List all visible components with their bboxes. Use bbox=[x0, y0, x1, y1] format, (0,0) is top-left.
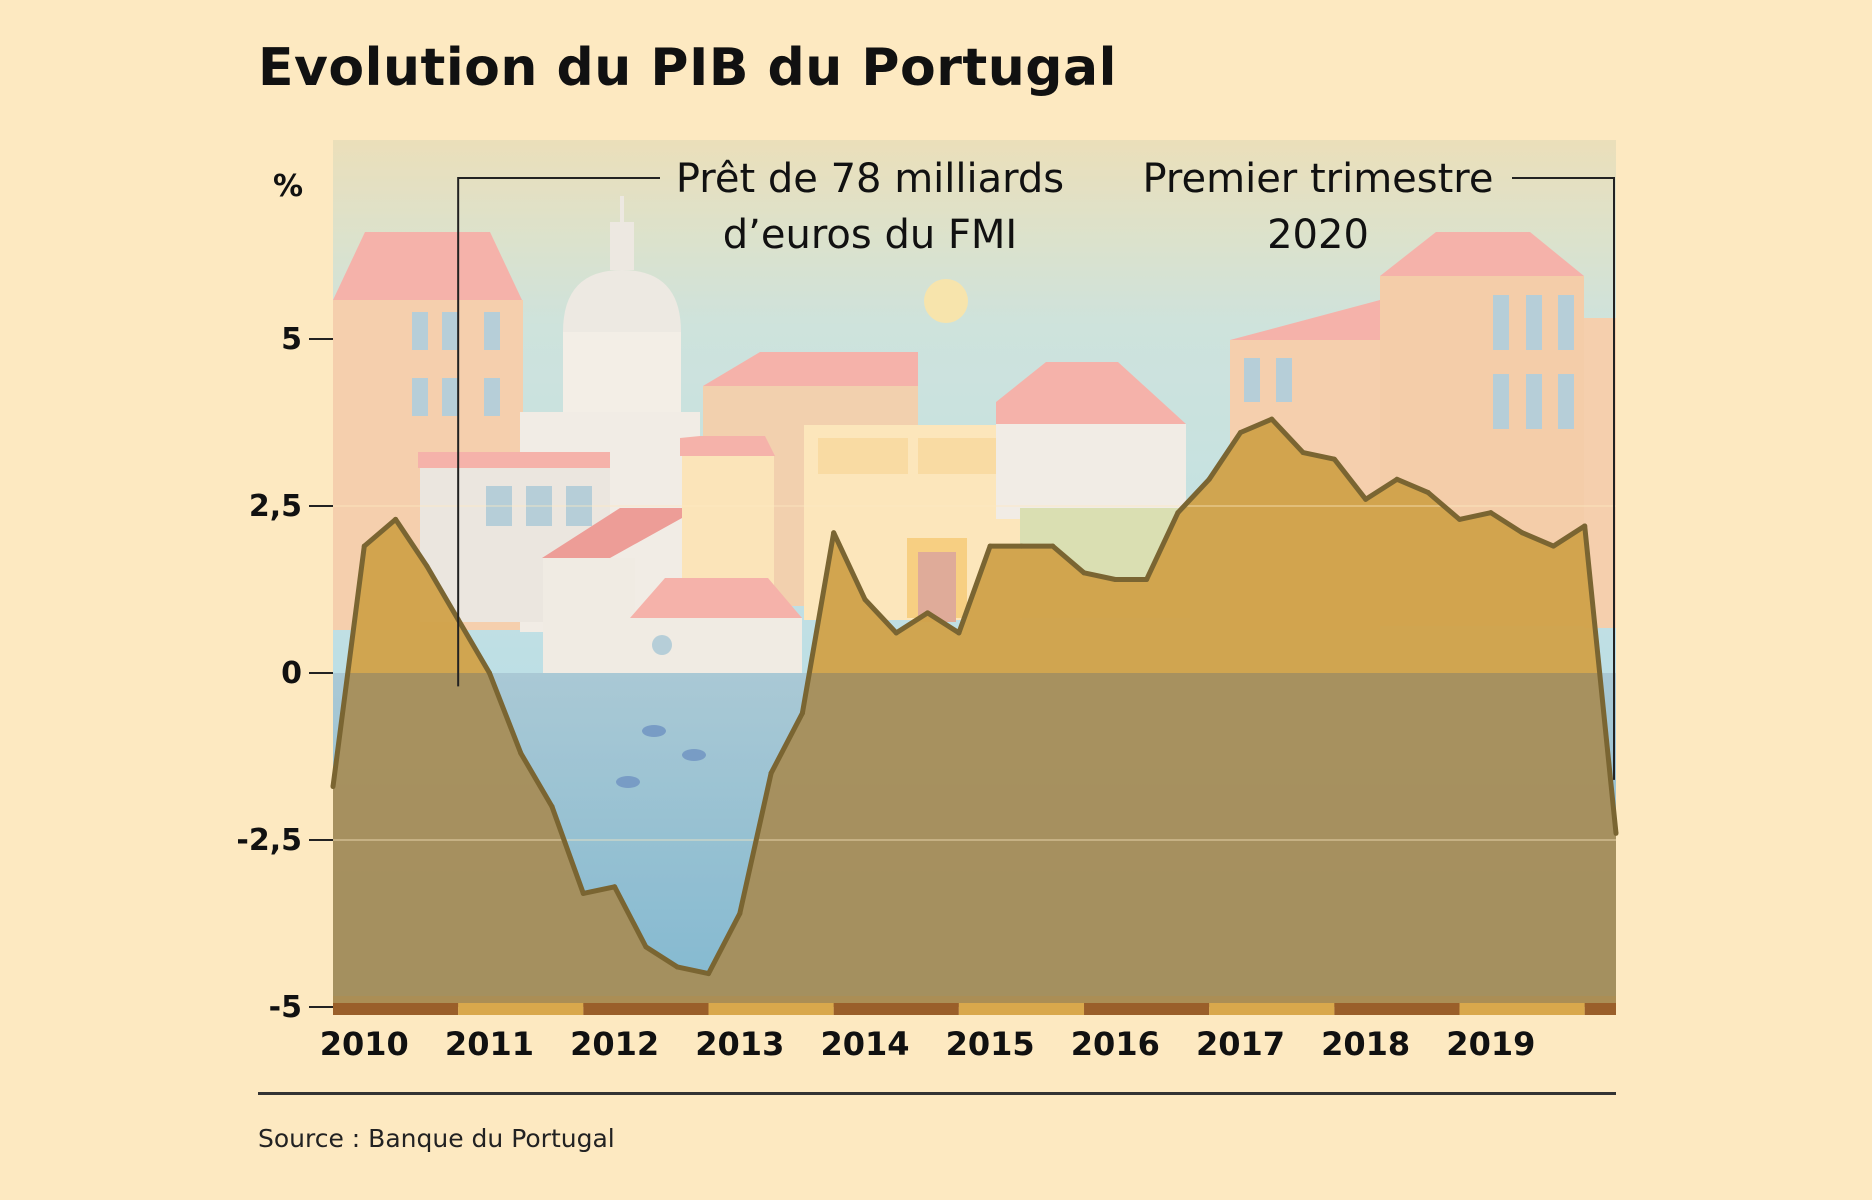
data-point bbox=[1582, 523, 1588, 529]
data-point bbox=[1519, 530, 1525, 536]
data-point bbox=[1331, 456, 1337, 462]
data-point bbox=[1144, 576, 1150, 582]
x-tick-label: 2012 bbox=[570, 1025, 659, 1063]
data-point bbox=[612, 884, 618, 890]
annotations: Prêt de 78 milliards d’euros du FMI Premie… bbox=[457, 156, 1615, 780]
data-point bbox=[706, 971, 712, 977]
data-point bbox=[1237, 430, 1243, 436]
data-point bbox=[330, 784, 336, 790]
chart-title: Evolution du PIB du Portugal bbox=[258, 38, 1117, 98]
y-tick-label: 5 bbox=[281, 322, 302, 357]
data-point bbox=[1394, 476, 1400, 482]
source-note: Source : Banque du Portugal bbox=[258, 1124, 615, 1153]
x-tick-label: 2015 bbox=[946, 1025, 1035, 1063]
x-year-band bbox=[1084, 1003, 1210, 1015]
data-point bbox=[486, 670, 492, 676]
x-tick-label: 2014 bbox=[820, 1025, 909, 1063]
gdp-series bbox=[330, 416, 1619, 1007]
x-year-band bbox=[958, 1003, 1085, 1015]
y-tick-label: 2,5 bbox=[249, 489, 302, 524]
x-tick-label: 2018 bbox=[1321, 1025, 1410, 1063]
x-year-band bbox=[1584, 1003, 1616, 1015]
x-tick-label: 2017 bbox=[1196, 1025, 1285, 1063]
data-point bbox=[1613, 830, 1619, 836]
data-point bbox=[1550, 543, 1556, 549]
data-point bbox=[1175, 510, 1181, 516]
fish-icon bbox=[642, 725, 666, 737]
fish-icon bbox=[616, 776, 640, 788]
data-point bbox=[393, 516, 399, 522]
x-tick-label: 2019 bbox=[1446, 1025, 1535, 1063]
x-year-band bbox=[1459, 1003, 1585, 1015]
x-tick-label: 2010 bbox=[320, 1025, 409, 1063]
data-point bbox=[862, 597, 868, 603]
data-point bbox=[768, 770, 774, 776]
data-point bbox=[737, 910, 743, 916]
data-point bbox=[1425, 490, 1431, 496]
annotation-q1-2020-line2: 2020 bbox=[1267, 212, 1369, 258]
y-tick-label: -2,5 bbox=[236, 823, 302, 858]
data-point bbox=[831, 530, 837, 536]
data-point bbox=[580, 890, 586, 896]
x-year-band bbox=[333, 1003, 459, 1015]
data-point bbox=[1206, 476, 1212, 482]
data-point bbox=[1050, 543, 1056, 549]
data-point bbox=[674, 964, 680, 970]
data-point bbox=[956, 630, 962, 636]
x-year-band bbox=[583, 1003, 709, 1015]
data-point bbox=[518, 750, 524, 756]
data-point bbox=[925, 610, 931, 616]
data-point bbox=[549, 804, 555, 810]
data-point bbox=[361, 543, 367, 549]
fish-icon bbox=[682, 749, 706, 761]
annotation-loan-line1: Prêt de 78 milliards bbox=[676, 156, 1064, 202]
y-axis-unit: % bbox=[273, 169, 303, 204]
data-point bbox=[1112, 576, 1118, 582]
data-point bbox=[987, 543, 993, 549]
y-axis: % 5 2,5 0 -2,5 -5 bbox=[236, 169, 333, 1025]
x-year-band bbox=[458, 1003, 584, 1015]
data-point bbox=[1488, 510, 1494, 516]
area-fill-positive bbox=[347, 419, 1600, 673]
data-point bbox=[1363, 496, 1369, 502]
x-year-band bbox=[1334, 1003, 1460, 1015]
data-point bbox=[1018, 543, 1024, 549]
x-year-band bbox=[833, 1003, 959, 1015]
data-point bbox=[1300, 450, 1306, 456]
sun-icon bbox=[924, 279, 968, 323]
x-tick-label: 2013 bbox=[695, 1025, 784, 1063]
x-year-band bbox=[1209, 1003, 1335, 1015]
annotation-q1-2020-line1: Premier trimestre bbox=[1143, 156, 1494, 202]
data-point bbox=[1269, 416, 1275, 422]
data-point bbox=[643, 944, 649, 950]
y-tick-label: -5 bbox=[269, 990, 302, 1025]
bottom-divider bbox=[258, 1092, 1616, 1095]
annotation-leader-q1-2020 bbox=[1512, 177, 1615, 780]
x-tick-label: 2011 bbox=[445, 1025, 534, 1063]
gdp-line bbox=[330, 416, 1619, 977]
x-year-band bbox=[708, 1003, 834, 1015]
data-point bbox=[424, 563, 430, 569]
annotation-loan-line2: d’euros du FMI bbox=[723, 212, 1017, 258]
annotation-leader-loan bbox=[457, 177, 660, 687]
data-point bbox=[799, 710, 805, 716]
data-point bbox=[1457, 516, 1463, 522]
data-point bbox=[893, 630, 899, 636]
x-tick-label: 2016 bbox=[1071, 1025, 1160, 1063]
data-point bbox=[1081, 570, 1087, 576]
x-axis: 2010 2011 2012 2013 2014 2015 2016 2017 2018 2019 bbox=[320, 1003, 1616, 1063]
y-tick-label: 0 bbox=[281, 656, 302, 691]
